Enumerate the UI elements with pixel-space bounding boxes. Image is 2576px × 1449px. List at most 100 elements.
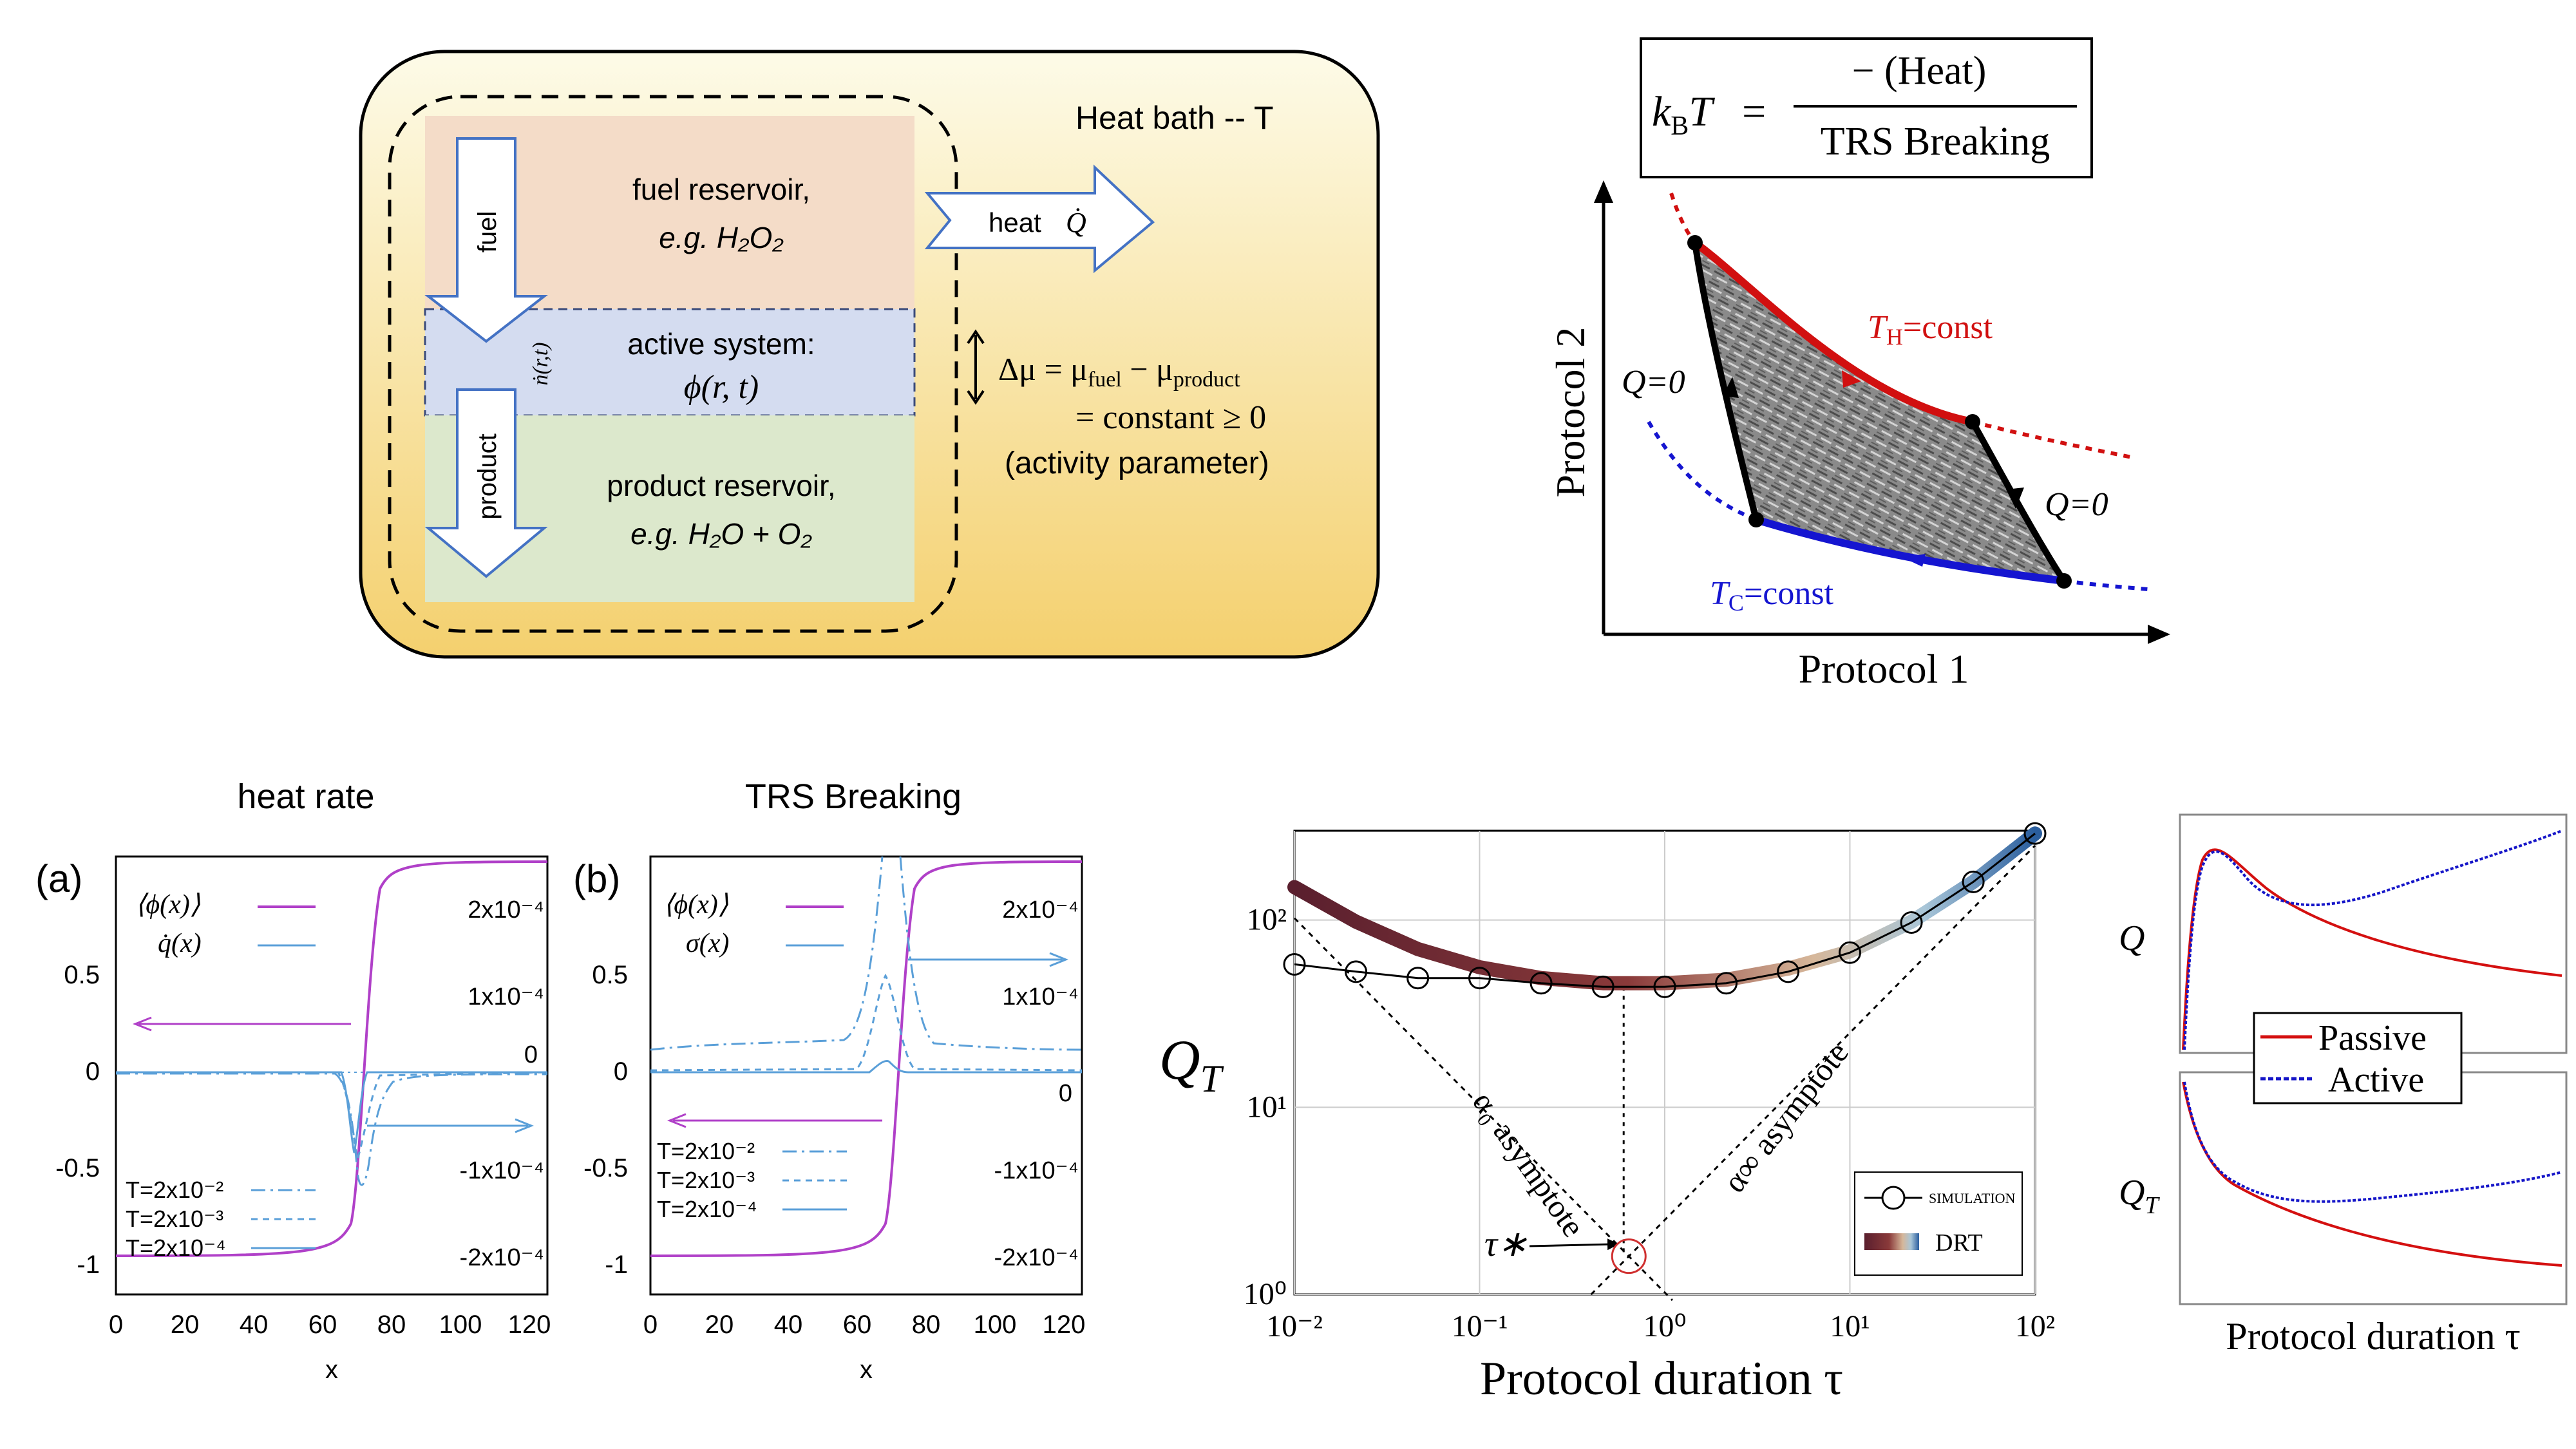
- carnot-diagram: Protocol 2 Protocol 1 TH=const TC=const: [1548, 180, 2170, 692]
- corner-4: [1748, 512, 1764, 527]
- x-tick-label: 10¹: [1830, 1309, 1870, 1343]
- carnot-xlabel: Protocol 1: [1799, 646, 1969, 692]
- panel-a-title: heat rate: [237, 777, 374, 816]
- panel-b-xlabel: x: [860, 1356, 873, 1384]
- panel-a-heat-t3: [116, 1071, 548, 1160]
- carnot-ylabel: Protocol 2: [1548, 327, 1593, 498]
- tick: -1x10⁻⁴: [460, 1157, 544, 1184]
- qt-legend: SIMULATION DRT: [1854, 1171, 2023, 1276]
- th-extension-lower: [1972, 420, 2132, 459]
- y-tick-label: 10¹: [1247, 1090, 1287, 1124]
- heat-arrow: [924, 164, 1155, 274]
- activity-parameter-label: (activity parameter): [1005, 446, 1269, 480]
- product-arrow-label: product: [473, 433, 502, 519]
- tick: -2x10⁻⁴: [994, 1244, 1079, 1271]
- tick: 0: [614, 1057, 628, 1086]
- simulation-point: [1406, 967, 1430, 990]
- product-arrow: [424, 388, 548, 578]
- qt-ylabel: QT: [1159, 1029, 1224, 1100]
- panel-a: heat rate (a) 0.5 0 -0.5 -1 2x10⁻⁴ 1x10⁻…: [35, 777, 551, 1384]
- product-reservoir-label: product reservoir,: [607, 469, 835, 502]
- simulation-point: [1962, 870, 1985, 893]
- tick: -0.5: [583, 1154, 628, 1182]
- panel-b: TRS Breaking (b) 0.5 0 -0.5 -1 2x10⁻⁴ 1x…: [573, 777, 1085, 1384]
- panel-a-heat-t4: [116, 1071, 547, 1153]
- fuel-reservoir-label: fuel reservoir,: [632, 173, 810, 206]
- panel-a-tag: (a): [35, 857, 82, 900]
- legend-passive: Passive: [2318, 1018, 2427, 1058]
- active-system-label: active system:: [627, 327, 815, 361]
- tick: 60: [843, 1311, 872, 1339]
- simulation-point: [1653, 975, 1676, 998]
- panel-b-frame: [649, 855, 1083, 1296]
- tc-extension-upper: [1647, 421, 1757, 522]
- nflux-label: ṅ(r,t): [529, 342, 553, 385]
- tick: 0: [643, 1311, 658, 1339]
- panel-a-x-ticks: 0 20 40 60 80 100 120: [109, 1311, 551, 1339]
- qt-asymptotes: [1293, 844, 2036, 1302]
- adiabat-right: [1969, 420, 2067, 583]
- mini-qt-passive: [2182, 1081, 2562, 1267]
- th-label: TH=const: [1868, 309, 1993, 350]
- corner-3: [2056, 573, 2072, 589]
- simulation-point: [1715, 972, 1738, 995]
- panel-b-temp-3: T=2x10⁻⁴: [657, 1196, 757, 1222]
- tick: 0.5: [592, 961, 628, 989]
- qt-ticks: 10⁻² 10⁻¹ 10⁰ 10¹ 10² 10⁰ 10¹ 10²: [1244, 903, 2055, 1343]
- tick: 40: [240, 1311, 269, 1339]
- tick: 20: [705, 1311, 734, 1339]
- product-reservoir-example: e.g. H₂O + O₂: [630, 517, 812, 551]
- heat-rate-symbol: Q̇: [1066, 207, 1086, 238]
- panel-a-legend-phi: ⟨ϕ(x)⟩: [135, 890, 200, 920]
- mini-legend: Passive Active: [2253, 1012, 2463, 1104]
- corner-2: [1965, 414, 1980, 430]
- tau-star-arrow: [1529, 1238, 1619, 1251]
- qt-series: [1283, 822, 2047, 998]
- panel-a-right-ticks: 2x10⁻⁴ 1x10⁻⁴ 0 -1x10⁻⁴ -2x10⁻⁴: [460, 896, 544, 1271]
- panel-a-temp-3: T=2x10⁻⁴: [126, 1235, 226, 1261]
- tau-star-circle: [1611, 1238, 1647, 1274]
- panel-b-phi-curve: [650, 860, 1083, 1257]
- mini-q-label: Q: [2119, 918, 2145, 958]
- simulation-point: [1283, 952, 1306, 976]
- panel-b-trs-t4: [650, 1059, 1082, 1074]
- y-tick-label: 10²: [1247, 903, 1287, 937]
- tick: 60: [308, 1311, 337, 1339]
- simulation-point: [1530, 972, 1553, 995]
- mini-qt-active: [2183, 1081, 2562, 1203]
- simulation-point: [2023, 822, 2047, 845]
- fuel-arrow: [424, 137, 548, 343]
- formula-denominator: TRS Breaking: [1821, 120, 2050, 164]
- schematic: Heat bath -- T fuel product ṅ(r,t) fuel…: [359, 50, 1380, 659]
- th-extension-upper: [1669, 193, 1697, 244]
- tick: 100: [439, 1311, 482, 1339]
- simulation-point: [1468, 967, 1491, 990]
- tick: 0: [109, 1311, 123, 1339]
- simulation-point: [1839, 941, 1861, 964]
- qt-chart: 10⁻² 10⁻¹ 10⁰ 10¹ 10² 10⁰ 10¹ 10² QT Protocol d…: [1159, 822, 2055, 1405]
- panel-a-temp-2: T=2x10⁻³: [126, 1206, 223, 1232]
- legend-drt: DRT: [1935, 1229, 1983, 1256]
- tick: 0: [1059, 1080, 1072, 1107]
- tick: -1: [77, 1251, 100, 1279]
- simulation-point: [1591, 975, 1615, 998]
- corner-1: [1687, 235, 1703, 251]
- panel-b-trs-t2: [650, 856, 1083, 1051]
- alphainf-asymptote: [1590, 844, 2036, 1296]
- panel-a-xlabel: x: [325, 1356, 338, 1384]
- panel-b-legend-sigma: σ(x): [686, 929, 729, 958]
- tick: -2x10⁻⁴: [460, 1244, 544, 1271]
- panel-b-left-ticks: 0.5 0 -0.5 -1: [583, 961, 628, 1279]
- x-tick-label: 10⁻²: [1266, 1309, 1323, 1343]
- system-boundary: [388, 95, 958, 633]
- tc-extension-lower: [2063, 579, 2148, 591]
- panel-b-tag: (b): [573, 857, 620, 900]
- panel-b-temp-1: T=2x10⁻²: [657, 1138, 755, 1164]
- q0-left: Q=0: [1622, 364, 1685, 401]
- tau-star-label: τ∗: [1484, 1224, 1528, 1264]
- cycle-area: [1695, 243, 2064, 581]
- panel-b-trs-t3: [650, 973, 1083, 1072]
- alpha0-asymptote: [1293, 917, 1673, 1302]
- fuel-arrow-label: fuel: [473, 211, 502, 253]
- heat-bath-label: Heat bath -- T: [1075, 100, 1274, 136]
